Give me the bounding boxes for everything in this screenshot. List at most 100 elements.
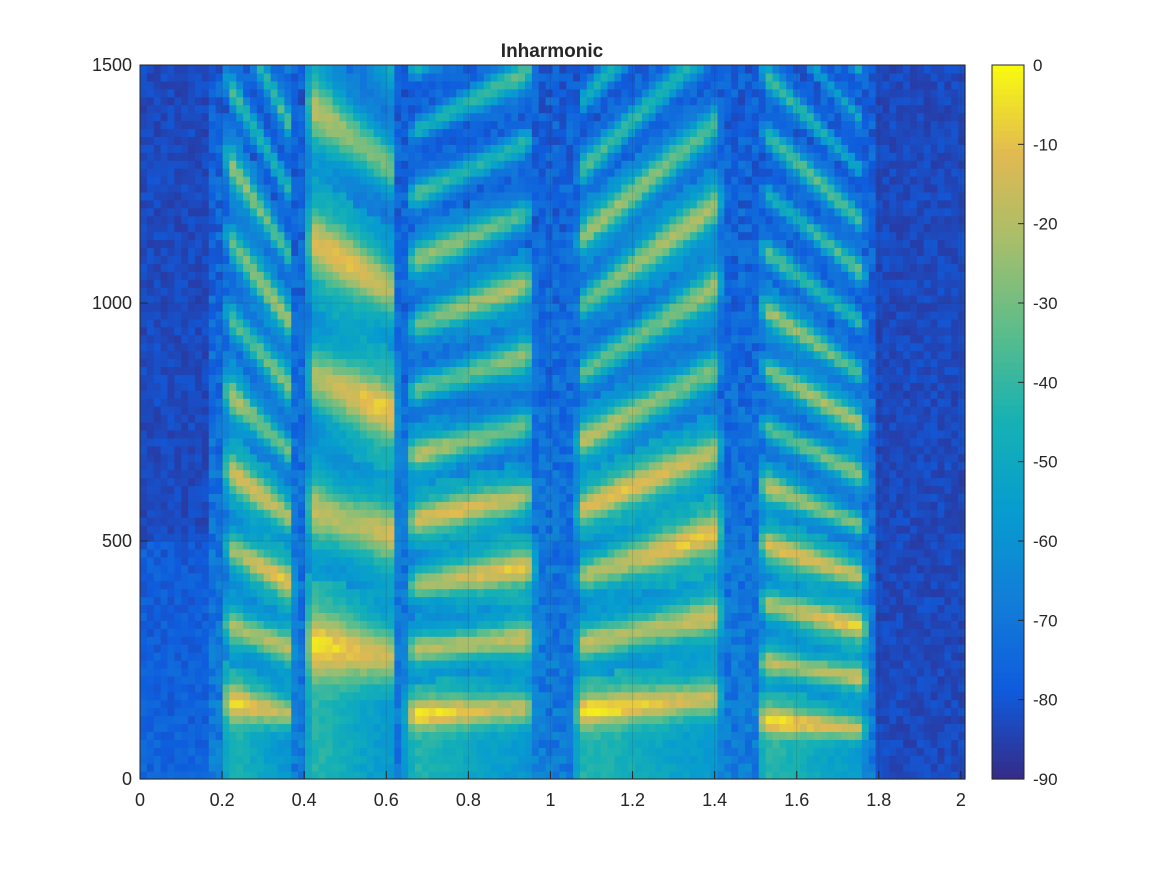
heatmap-cell <box>305 747 313 756</box>
heatmap-cell <box>483 501 492 510</box>
heatmap-cell <box>284 342 292 352</box>
heatmap-cell <box>497 667 505 677</box>
heatmap-cell <box>325 144 334 153</box>
heatmap-cell <box>325 72 334 82</box>
heatmap-cell <box>360 699 368 709</box>
heatmap-cell <box>311 485 320 494</box>
heatmap-cell <box>470 255 478 264</box>
heatmap-cell <box>208 144 217 153</box>
heatmap-cell <box>456 429 464 439</box>
heatmap-cell <box>490 604 499 613</box>
heatmap-cell <box>449 168 457 177</box>
heatmap-cell <box>243 731 251 740</box>
heatmap-cell <box>428 660 437 669</box>
heatmap-cell <box>332 310 340 320</box>
heatmap-cell <box>195 223 203 233</box>
heatmap-cell <box>401 168 409 177</box>
heatmap-cell <box>270 287 279 296</box>
heatmap-cell <box>387 350 395 360</box>
heatmap-cell <box>195 390 203 399</box>
heatmap-cell <box>504 636 512 645</box>
heatmap-cell <box>346 755 354 764</box>
heatmap-cell <box>401 199 409 209</box>
heatmap-cell <box>353 390 361 399</box>
heatmap-cell <box>483 247 492 256</box>
heatmap-cell <box>373 263 382 272</box>
heatmap-cell <box>360 144 368 153</box>
heatmap-cell <box>415 390 423 399</box>
heatmap-cell <box>181 501 189 510</box>
heatmap-cell <box>305 199 313 209</box>
heatmap-cell <box>263 715 272 725</box>
heatmap-cell <box>284 477 292 487</box>
heatmap-cell <box>250 176 258 185</box>
heatmap-cell <box>483 604 492 613</box>
heatmap-cell <box>373 271 382 280</box>
heatmap-cell <box>366 152 375 161</box>
heatmap-cell <box>435 207 444 217</box>
heatmap-cell <box>215 374 224 383</box>
heatmap-cell <box>305 80 313 90</box>
heatmap-cell <box>408 588 416 598</box>
heatmap-cell <box>483 660 492 669</box>
heatmap-cell <box>421 517 430 526</box>
heatmap-cell <box>188 326 196 336</box>
heatmap-cell <box>449 112 457 122</box>
heatmap-cell <box>408 88 416 98</box>
heatmap-cell <box>222 461 230 471</box>
heatmap-cell <box>470 517 478 526</box>
heatmap-cell <box>373 326 382 336</box>
heatmap-cell <box>504 556 512 566</box>
heatmap-cell <box>476 199 485 209</box>
heatmap-cell <box>421 287 430 296</box>
heatmap-cell <box>325 255 334 264</box>
heatmap-cell <box>435 247 444 256</box>
heatmap-cell <box>146 628 155 637</box>
heatmap-cell <box>435 414 444 423</box>
heatmap-cell <box>511 596 519 606</box>
heatmap-cell <box>284 215 292 225</box>
heatmap-cell <box>339 366 347 375</box>
heatmap-cell <box>442 580 450 590</box>
heatmap-cell <box>470 731 478 740</box>
heatmap-cell <box>188 342 196 352</box>
heatmap-cell <box>270 120 279 130</box>
heatmap-cell <box>332 199 340 209</box>
heatmap-cell <box>504 152 512 161</box>
heatmap-cell <box>263 374 272 383</box>
heatmap-cell <box>490 731 499 740</box>
heatmap-cell <box>332 72 340 82</box>
heatmap-cell <box>408 358 416 368</box>
heatmap-cell <box>298 580 306 590</box>
heatmap-cell <box>208 501 217 510</box>
heatmap-cell <box>353 88 361 98</box>
heatmap-cell <box>229 731 237 740</box>
heatmap-cell <box>298 176 306 185</box>
heatmap-cell <box>250 533 258 542</box>
heatmap-cell <box>360 128 368 137</box>
heatmap-cell <box>360 636 368 645</box>
heatmap-cell <box>153 255 162 264</box>
heatmap-cell <box>229 144 237 153</box>
heatmap-cell <box>339 652 347 661</box>
heatmap-cell <box>181 572 189 582</box>
heatmap-cell <box>339 112 347 122</box>
heatmap-cell <box>449 541 457 550</box>
heatmap-cell <box>504 699 512 709</box>
heatmap-cell <box>277 461 285 471</box>
heatmap-cell <box>181 580 189 590</box>
heatmap-cell <box>208 588 217 598</box>
heatmap-cell <box>435 556 444 566</box>
heatmap-cell <box>366 128 375 137</box>
heatmap-cell <box>415 556 423 566</box>
heatmap-cell <box>311 501 320 510</box>
heatmap-cell <box>387 429 395 439</box>
heatmap-cell <box>291 437 299 447</box>
heatmap-cell <box>250 739 258 748</box>
heatmap-cell <box>353 691 361 701</box>
heatmap-cell <box>421 215 430 225</box>
heatmap-cell <box>181 755 189 764</box>
heatmap-cell <box>490 406 499 415</box>
heatmap-cell <box>222 564 230 574</box>
heatmap-cell <box>188 318 196 328</box>
